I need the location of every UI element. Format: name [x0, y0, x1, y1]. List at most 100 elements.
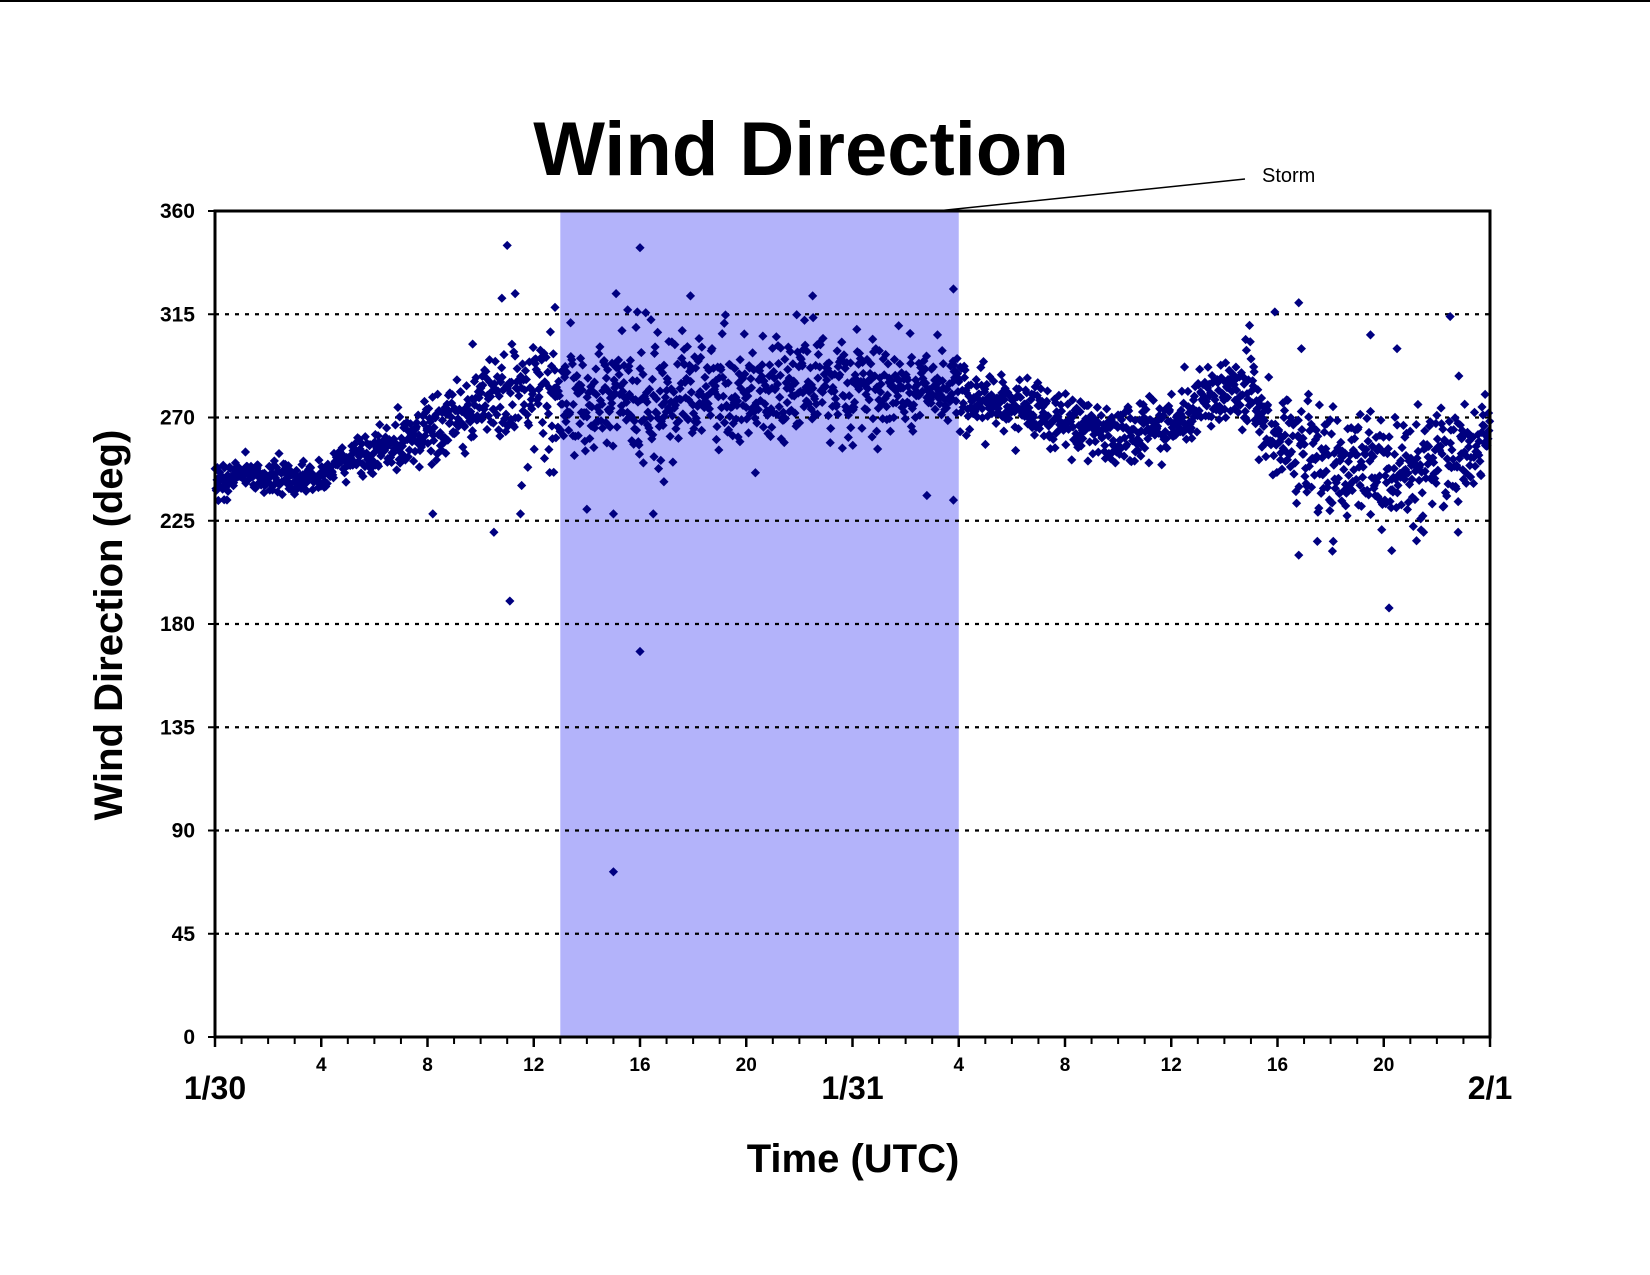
data-point	[1137, 407, 1148, 417]
data-point	[545, 327, 555, 337]
data-point	[863, 384, 873, 394]
data-point	[633, 397, 643, 407]
data-point	[837, 337, 847, 347]
data-point	[1465, 460, 1475, 471]
data-point	[1192, 427, 1202, 437]
data-point	[652, 408, 662, 418]
data-point	[582, 412, 592, 422]
data-point	[784, 373, 794, 383]
data-point	[733, 432, 743, 442]
data-point	[874, 346, 884, 356]
data-point	[379, 439, 389, 449]
data-point	[223, 486, 233, 496]
data-point	[829, 386, 839, 397]
data-point	[1387, 545, 1397, 556]
data-point	[779, 437, 789, 448]
data-point	[468, 412, 478, 422]
data-point	[909, 400, 919, 410]
data-point	[1312, 536, 1322, 546]
data-point	[426, 446, 436, 456]
data-point	[468, 339, 478, 349]
data-point	[1152, 421, 1163, 431]
data-point	[1067, 395, 1078, 405]
data-point	[656, 455, 666, 465]
x-tick-label: 20	[736, 1055, 757, 1076]
data-point	[998, 390, 1008, 401]
data-point	[658, 420, 668, 431]
data-point	[390, 420, 401, 430]
data-point	[589, 377, 600, 387]
data-point	[1182, 422, 1192, 432]
data-point	[610, 388, 620, 399]
data-point	[728, 431, 738, 441]
data-point	[705, 410, 716, 420]
y-tick-label-360: 360	[160, 200, 195, 223]
data-point	[418, 411, 428, 421]
data-point	[758, 422, 769, 432]
data-point	[368, 448, 379, 459]
data-point	[1326, 429, 1337, 439]
data-point	[530, 359, 540, 369]
data-point	[302, 475, 312, 485]
data-point	[666, 384, 676, 394]
data-point	[488, 418, 498, 428]
data-point	[607, 398, 617, 408]
data-point	[1391, 474, 1401, 484]
data-point	[627, 375, 638, 386]
data-point	[818, 333, 828, 344]
data-point	[522, 409, 532, 420]
data-point	[565, 407, 575, 418]
data-point	[1372, 477, 1382, 487]
data-point	[1437, 449, 1447, 459]
data-point	[250, 483, 261, 493]
data-point	[1299, 439, 1309, 449]
data-point	[604, 387, 614, 397]
data-point	[1253, 385, 1263, 395]
data-point	[826, 423, 836, 434]
data-point	[513, 413, 523, 423]
data-point	[1468, 478, 1479, 489]
data-point	[998, 377, 1008, 387]
data-point	[613, 355, 624, 365]
data-point	[1431, 478, 1441, 488]
data-point	[558, 366, 568, 376]
data-point	[340, 462, 350, 472]
data-point	[528, 342, 538, 353]
data-point	[842, 378, 853, 388]
data-point	[1148, 395, 1158, 405]
data-point	[355, 447, 366, 457]
data-point	[1392, 344, 1402, 354]
data-point	[1348, 476, 1358, 487]
data-point	[1037, 412, 1047, 422]
data-point	[1476, 470, 1486, 481]
data-point	[1303, 396, 1313, 406]
data-point	[684, 360, 695, 370]
data-point	[439, 438, 449, 448]
data-point	[621, 397, 632, 407]
data-point	[1237, 425, 1247, 435]
data-point	[653, 413, 663, 423]
data-point	[428, 509, 438, 519]
data-point	[1110, 458, 1120, 468]
data-point	[659, 411, 670, 422]
data-point	[277, 477, 287, 487]
data-point	[868, 414, 878, 424]
data-point	[850, 374, 861, 384]
data-point	[808, 383, 818, 394]
data-point	[1396, 500, 1406, 510]
data-point	[1381, 478, 1392, 488]
data-point	[1325, 506, 1335, 516]
data-point	[554, 376, 564, 386]
data-point	[803, 399, 814, 409]
data-point	[1401, 450, 1411, 461]
data-point	[932, 373, 942, 383]
data-point	[471, 373, 481, 383]
data-point	[667, 337, 677, 347]
data-point	[955, 427, 965, 437]
data-point	[1244, 320, 1255, 330]
data-point	[490, 356, 500, 366]
data-point	[610, 379, 621, 389]
data-point	[1202, 383, 1213, 393]
data-point	[608, 867, 619, 877]
data-point	[569, 450, 579, 460]
